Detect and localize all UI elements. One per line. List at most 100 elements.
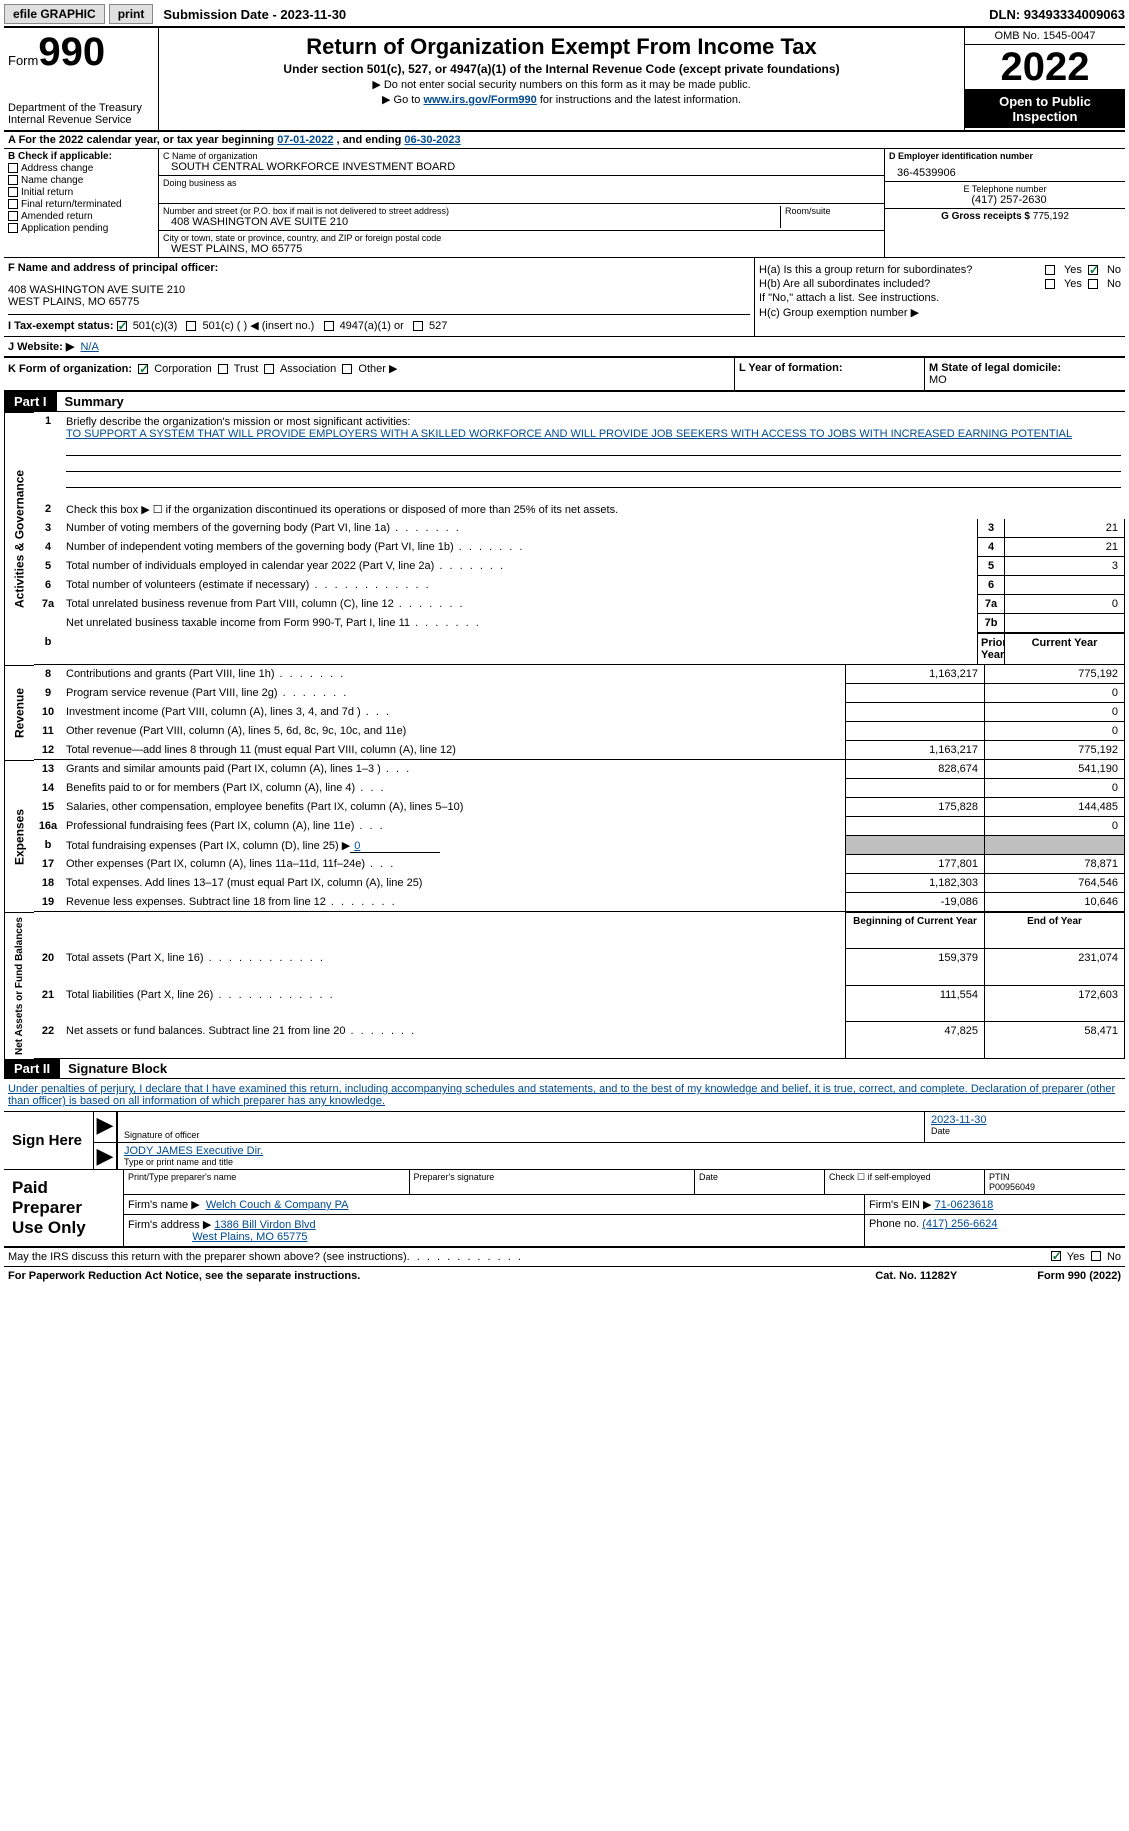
k-trust[interactable] (218, 364, 228, 374)
activities-vert-label: Activities & Governance (4, 412, 34, 665)
e16a-curr: 0 (985, 817, 1125, 836)
form-header: Form 990 Department of the Treasury Inte… (4, 28, 1125, 132)
e14-prior (845, 779, 985, 798)
line3-text: Number of voting members of the governin… (66, 522, 390, 534)
e13-curr: 541,190 (985, 760, 1125, 779)
checkbox-name[interactable] (8, 175, 18, 185)
checkbox-address[interactable] (8, 163, 18, 173)
fundraising-val: 0 (350, 840, 440, 853)
c-name-label: C Name of organization (163, 151, 880, 161)
revenue-section: Revenue 8Contributions and grants (Part … (4, 665, 1125, 760)
part2-label: Part II (4, 1059, 60, 1078)
firm-addr-label: Firm's address ▶ (128, 1219, 211, 1231)
m-value: MO (929, 374, 947, 386)
officer-name-val: JODY JAMES Executive Dir. (124, 1145, 1119, 1157)
checkbox-4947[interactable] (324, 321, 334, 331)
r8-curr: 775,192 (985, 665, 1125, 684)
line7a-val: 0 (1005, 595, 1125, 614)
checkbox-501c3[interactable] (117, 321, 127, 331)
e15-prior: 175,828 (845, 798, 985, 817)
checkbox-pending[interactable] (8, 223, 18, 233)
k-assoc[interactable] (264, 364, 274, 374)
irs-label: Internal Revenue Service (8, 114, 154, 126)
r10-curr: 0 (985, 703, 1125, 722)
form-title: Return of Organization Exempt From Incom… (165, 34, 958, 60)
efile-button[interactable]: efile GRAPHIC (4, 4, 105, 24)
checkbox-527[interactable] (413, 321, 423, 331)
hb-yes[interactable] (1045, 279, 1055, 289)
ssn-note: ▶ Do not enter social security numbers o… (165, 78, 958, 91)
line5-val: 3 (1005, 557, 1125, 576)
street-label: Number and street (or P.O. box if mail i… (163, 206, 780, 216)
part2-title: Signature Block (60, 1059, 175, 1078)
line4-val: 21 (1005, 538, 1125, 557)
section-f: F Name and address of principal officer:… (4, 258, 755, 336)
form-prefix: Form (8, 53, 38, 68)
checkbox-501c[interactable] (186, 321, 196, 331)
form-footer: Form 990 (2022) (1037, 1270, 1121, 1282)
preparer-label: Paid Preparer Use Only (4, 1170, 124, 1246)
netassets-vert-label: Net Assets or Fund Balances (4, 912, 34, 1059)
n22-begin: 47,825 (845, 1022, 985, 1059)
ha-no[interactable] (1088, 265, 1098, 275)
line7a-text: Total unrelated business revenue from Pa… (66, 598, 394, 610)
b-header: B Check if applicable: (8, 151, 154, 162)
sign-here-label: Sign Here (4, 1112, 94, 1169)
k-other[interactable] (342, 364, 352, 374)
e17-prior: 177,801 (845, 855, 985, 874)
e18-curr: 764,546 (985, 874, 1125, 893)
sign-here-block: Sign Here ▶ Signature of officer 2023-11… (4, 1111, 1125, 1170)
discuss-yes[interactable] (1051, 1251, 1061, 1261)
ha-yes[interactable] (1045, 265, 1055, 275)
sig-date-label: Date (931, 1126, 1119, 1136)
part1-label: Part I (4, 392, 57, 411)
city-label: City or town, state or province, country… (163, 233, 880, 243)
firm-ein-value: 71-0623618 (935, 1199, 994, 1211)
line7b-val (1005, 614, 1125, 633)
self-employed-check: Check ☐ if self-employed (825, 1170, 985, 1194)
org-name: SOUTH CENTRAL WORKFORCE INVESTMENT BOARD (163, 161, 880, 173)
expenses-vert-label: Expenses (4, 760, 34, 912)
cat-no: Cat. No. 11282Y (875, 1270, 957, 1282)
ptin-label: PTIN (989, 1172, 1010, 1182)
e17-curr: 78,871 (985, 855, 1125, 874)
e16b-prior-shaded (845, 836, 985, 855)
discuss-no[interactable] (1091, 1251, 1101, 1261)
signature-declaration: Under penalties of perjury, I declare th… (4, 1079, 1125, 1111)
form-number: 990 (38, 32, 105, 72)
print-button[interactable]: print (109, 4, 154, 24)
checkbox-amended[interactable] (8, 211, 18, 221)
irs-link[interactable]: www.irs.gov/Form990 (423, 94, 536, 106)
begin-year-head: Beginning of Current Year (845, 912, 985, 949)
sig-date-val: 2023-11-30 (931, 1114, 1119, 1126)
line1-label: Briefly describe the organization's miss… (66, 416, 410, 428)
checkbox-initial[interactable] (8, 187, 18, 197)
section-b: B Check if applicable: Address change Na… (4, 149, 159, 257)
checkbox-final[interactable] (8, 199, 18, 209)
mission-text: TO SUPPORT A SYSTEM THAT WILL PROVIDE EM… (66, 428, 1072, 440)
netassets-section: Net Assets or Fund Balances Beginning of… (4, 912, 1125, 1059)
street-address: 408 WASHINGTON AVE SUITE 210 (163, 216, 780, 228)
sig-arrow2-icon: ▶ (94, 1143, 118, 1169)
city-state-zip: WEST PLAINS, MO 65775 (163, 243, 880, 255)
line5-text: Total number of individuals employed in … (66, 560, 434, 572)
website-value: N/A (80, 341, 98, 353)
firm-ein-label: Firm's EIN ▶ (869, 1199, 932, 1211)
section-c: C Name of organization SOUTH CENTRAL WOR… (159, 149, 885, 257)
sig-officer-label: Signature of officer (124, 1130, 918, 1140)
firm-addr2: West Plains, MO 65775 (192, 1231, 307, 1243)
prep-sig-label: Preparer's signature (410, 1170, 696, 1194)
line4-text: Number of independent voting members of … (66, 541, 454, 553)
room-label: Room/suite (785, 206, 880, 216)
row-fh: F Name and address of principal officer:… (4, 258, 1125, 337)
n21-end: 172,603 (985, 986, 1125, 1023)
dba-label: Doing business as (163, 178, 880, 188)
line3-val: 21 (1005, 519, 1125, 538)
hb-no[interactable] (1088, 279, 1098, 289)
r12-curr: 775,192 (985, 741, 1125, 760)
r10-prior (845, 703, 985, 722)
e19-prior: -19,086 (845, 893, 985, 912)
k-corp[interactable] (138, 364, 148, 374)
top-toolbar: efile GRAPHIC print Submission Date - 20… (4, 4, 1125, 28)
e16a-prior (845, 817, 985, 836)
